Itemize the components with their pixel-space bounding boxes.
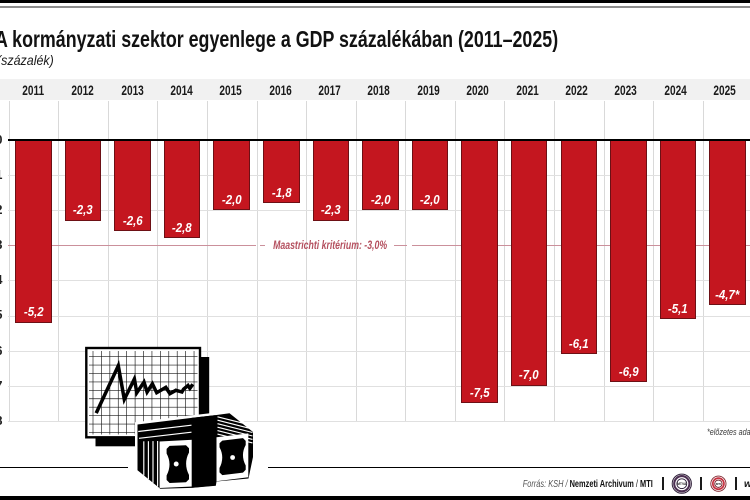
svg-text:MTVA: MTVA <box>677 482 687 486</box>
svg-text:MTI: MTI <box>716 482 721 486</box>
